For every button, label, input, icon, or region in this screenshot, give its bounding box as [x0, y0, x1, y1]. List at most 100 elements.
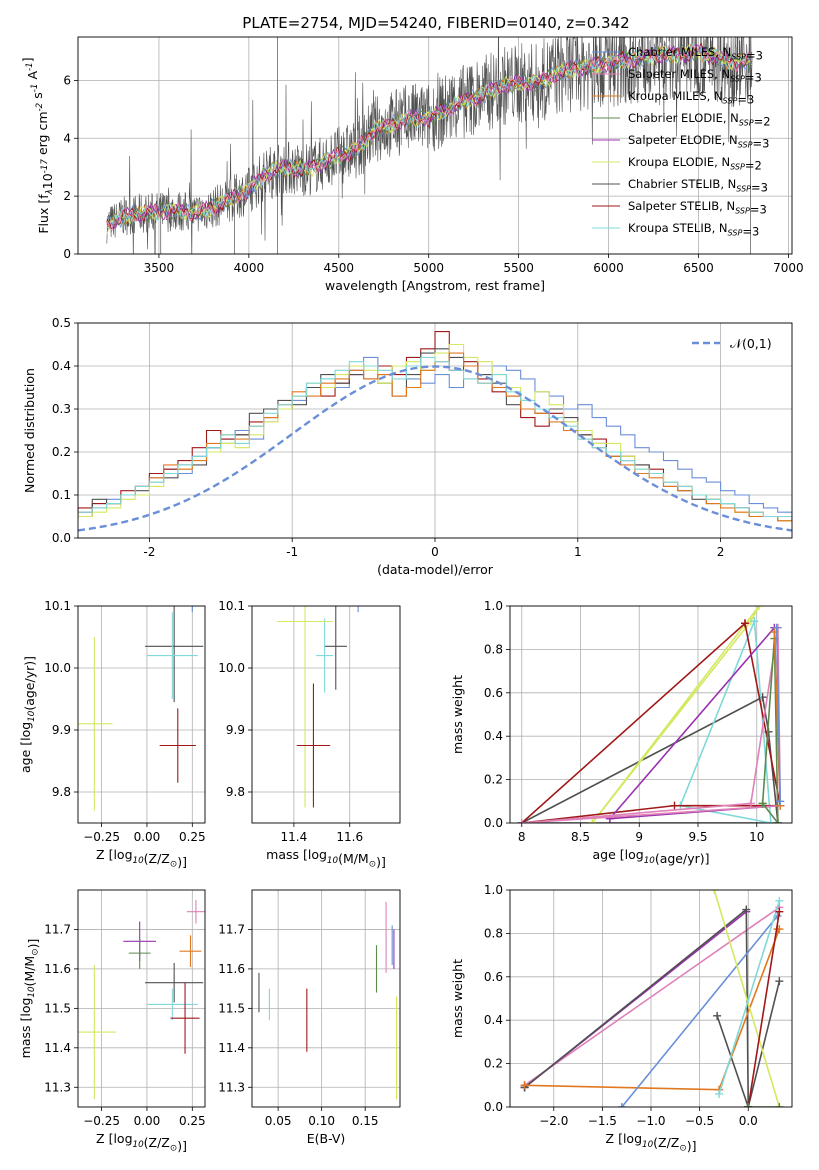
y-tick-label: 10.1: [44, 599, 71, 613]
y-tick-label: 0.8: [484, 926, 503, 940]
x-axis-label: Z [log10(Z/Z⊙)]: [96, 1131, 187, 1154]
y-tick-label: 9.8: [226, 785, 245, 799]
mass-weight-marker: [766, 819, 775, 823]
y-tick-label: 11.5: [218, 1001, 245, 1015]
axes-frame: [509, 605, 793, 824]
y-tick-label: 11.6: [44, 962, 71, 976]
mass-weight-line: [761, 638, 779, 823]
mass-weight-marker: [775, 977, 784, 986]
x-tick-label: 0.25: [179, 830, 206, 844]
plot-area-massweight-vs-age: [517, 606, 785, 823]
y-axis-label: age [log10(age/yr)]: [18, 656, 37, 773]
mass-weight-marker: [520, 1081, 529, 1090]
y-tick-label: 0.6: [484, 686, 503, 700]
axes-frame: [77, 36, 793, 255]
y-tick-label: 0: [63, 247, 71, 261]
mass-weight-line: [747, 911, 781, 1107]
y-tick-label: 0.2: [484, 1057, 503, 1071]
axes-frame: [77, 322, 793, 539]
histogram-step: [78, 356, 792, 518]
y-tick-label: 0.0: [484, 1100, 503, 1114]
mass-weight-marker: [710, 890, 719, 894]
plots-layer: 3500 4000 4500 5000 5500 6000 6500 7000 0 2 4 6 wave…: [18, 36, 804, 1154]
legend-entry: Salpeter ELODIE, NSSP=3: [628, 133, 769, 150]
y-tick-label: 6: [63, 73, 71, 87]
y-tick-label: 0.2: [52, 445, 71, 459]
y-tick-label: 10.0: [218, 661, 245, 675]
x-tick-label: −1.0: [636, 1114, 665, 1128]
mass-weight-marker: [775, 1103, 784, 1107]
legend-entry: 𝒩(0,1): [730, 336, 772, 351]
plot-area-age-vs-mass: [277, 606, 359, 808]
x-axis-label: E(B-V): [307, 1131, 346, 1146]
grid-age-vs-Z: [78, 605, 205, 823]
legend-entry: Chabrier ELODIE, NSSP=2: [628, 111, 771, 128]
x-axis-label: age [log10(age/yr)]: [592, 847, 709, 866]
mass-weight-marker: [775, 896, 784, 905]
x-tick-label: −0.25: [83, 1114, 120, 1128]
x-axis-label: (data-model)/error: [377, 562, 494, 577]
mass-weight-marker: [588, 819, 597, 823]
chart-mass-vs-Z: −0.25 0.00 0.25 11.3 11.4 11.5 11.6 11.7 Z [log1…: [18, 889, 206, 1154]
mass-weight-marker: [773, 819, 782, 823]
y-axis-label: mass weight: [450, 675, 465, 754]
grid-mass-vs-Z: [78, 890, 205, 1107]
y-tick-label: 11.3: [44, 1080, 71, 1094]
legend-entry: Salpeter STELIB, NSSP=3: [628, 199, 767, 216]
mass-weight-line: [524, 906, 780, 1086]
y-tick-label: 11.4: [218, 1041, 245, 1055]
y-tick-label: 0.1: [52, 488, 71, 502]
mass-weight-line: [524, 928, 781, 1091]
y-tick-label: 0.4: [484, 729, 503, 743]
y-tick-label: 0.0: [484, 816, 503, 830]
x-tick-label: 0: [431, 545, 439, 559]
grid-age-vs-mass: [252, 605, 400, 823]
axes-frame: [509, 889, 793, 1108]
axes-frame: [251, 605, 401, 824]
mass-weight-line: [609, 625, 782, 820]
x-tick-label: -2: [143, 545, 155, 559]
mass-weight-line: [713, 890, 781, 1107]
x-tick-label: −0.5: [685, 1114, 714, 1128]
mass-weight-marker: [746, 799, 755, 808]
axes-frame: [77, 889, 206, 1108]
x-tick-label: 4000: [234, 261, 265, 275]
y-tick-label: 9.9: [226, 723, 245, 737]
histogram-step: [78, 356, 792, 522]
axes-frame: [77, 605, 206, 824]
x-tick-label: 0.00: [134, 1114, 161, 1128]
x-tick-label: 10: [749, 830, 764, 844]
mass-weight-line: [621, 915, 779, 1107]
chart-residuals: -2 -1 0 1 2 0.0 0.1 0.2 0.3 0.4 0.5 (data-model)/er…: [22, 316, 793, 577]
x-axis-label: Z [log10(Z/Z⊙)]: [96, 847, 187, 870]
y-tick-label: 9.8: [52, 785, 71, 799]
y-tick-label: 10.0: [44, 661, 71, 675]
mass-weight-marker: [617, 1103, 626, 1107]
mass-weight-marker: [715, 1089, 724, 1098]
mass-weight-marker: [517, 819, 526, 823]
x-tick-label: 0.15: [352, 1114, 379, 1128]
y-tick-label: 0.4: [52, 359, 71, 373]
y-tick-label: 1.0: [484, 883, 503, 897]
plot-area-massweight-vs-Z: [520, 890, 784, 1107]
mass-weight-marker: [741, 619, 749, 628]
x-tick-label: −0.25: [83, 830, 120, 844]
plot-area-mass-vs-EBV: [258, 901, 398, 1100]
histogram-step: [78, 348, 792, 522]
chart-massweight-vs-age: 8 8.5 9 9.5 10 0.0 0.2 0.4 0.6 0.8 1.0 age [log10(a…: [450, 599, 793, 866]
y-tick-label: 0.6: [484, 970, 503, 984]
x-tick-label: 0.25: [179, 1114, 206, 1128]
y-axis-label: mass [log10(M/M⊙)]: [18, 939, 41, 1059]
mass-weight-marker: [755, 606, 764, 610]
x-tick-label: 0.0: [739, 1114, 758, 1128]
chart-massweight-vs-Z: −2.0 −1.5 −1.0 −0.5 0.0 0.0 0.2 0.4 0.6 0.8 1.0 Z […: [450, 883, 793, 1154]
x-tick-label: 4500: [324, 261, 355, 275]
histogram-step: [78, 352, 792, 522]
mass-weight-marker: [775, 907, 784, 916]
y-axis-label: mass weight: [450, 959, 465, 1038]
chart-age-vs-Z: −0.25 0.00 0.25 9.8 9.9 10.0 10.1 Z [log10(Z/Z⊙…: [18, 599, 206, 870]
legend-entry: Chabrier STELIB, NSSP=3: [628, 177, 768, 194]
histogram-step: [78, 343, 792, 522]
mass-weight-line: [591, 606, 760, 823]
chart-age-vs-mass: 11.4 11.6 9.8 9.9 10.0 10.1 mass [log10(M/M⊙)]: [218, 599, 401, 870]
